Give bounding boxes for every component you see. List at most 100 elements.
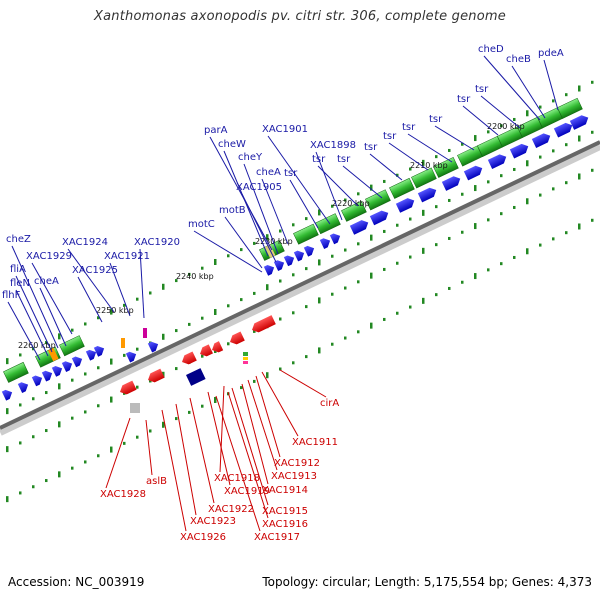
forward-gene-label[interactable]: tsr bbox=[402, 122, 416, 133]
forward-gene-label[interactable]: cheW bbox=[218, 139, 246, 150]
tick-mark-outer bbox=[253, 241, 256, 245]
forward-gene-label[interactable]: pdeA bbox=[538, 48, 564, 59]
forward-gene-label[interactable]: tsr bbox=[429, 114, 443, 125]
forward-gene-arrow bbox=[463, 165, 483, 181]
tick-mark-inner bbox=[188, 322, 191, 326]
tick-mark-outer bbox=[396, 173, 399, 177]
tick-mark-inner bbox=[318, 259, 321, 266]
reverse-gene-label[interactable]: XAC1922 bbox=[208, 504, 254, 515]
tick-mark-outer bbox=[448, 148, 451, 152]
reverse-gene-label[interactable]: XAC1918 bbox=[214, 473, 260, 484]
tick-mark-bottom bbox=[240, 386, 243, 390]
tick-mark-lower bbox=[162, 371, 165, 378]
tick-mark-outer bbox=[240, 248, 243, 252]
tick-mark-bottom bbox=[214, 396, 217, 403]
tick-mark-lower bbox=[110, 396, 113, 403]
callout-line bbox=[511, 65, 546, 119]
reverse-gene-label[interactable]: XAC1912 bbox=[274, 458, 320, 469]
tick-mark-inner bbox=[253, 291, 256, 295]
callout-line bbox=[261, 371, 299, 437]
tick-mark-bottom bbox=[487, 268, 490, 272]
forward-gene-label[interactable]: cheY bbox=[238, 152, 263, 163]
forward-gene-arrow bbox=[93, 346, 105, 357]
tick-mark-inner bbox=[279, 279, 282, 283]
callout-line bbox=[483, 55, 541, 121]
forward-gene-label[interactable]: XAC1921 bbox=[104, 251, 150, 262]
tick-mark-inner bbox=[331, 254, 334, 258]
tick-mark-bottom bbox=[19, 491, 22, 495]
genome-backbone bbox=[0, 140, 600, 430]
forward-gene-label[interactable]: motC bbox=[188, 219, 215, 230]
forward-gene-label[interactable]: XAC1898 bbox=[310, 140, 356, 151]
forward-gene-label[interactable]: fleN bbox=[10, 278, 30, 289]
tick-mark-outer bbox=[578, 85, 581, 92]
tick-mark-lower bbox=[84, 410, 87, 414]
forward-gene-label[interactable]: flhF bbox=[2, 290, 21, 301]
tick-mark-inner bbox=[487, 180, 490, 184]
forward-gene-label[interactable]: cheZ bbox=[6, 234, 31, 245]
tick-mark-bottom bbox=[6, 496, 9, 503]
forward-gene-label[interactable]: tsr bbox=[364, 142, 378, 153]
tick-mark-lower bbox=[474, 223, 477, 230]
forward-gene-label[interactable]: cheA bbox=[34, 276, 59, 287]
forward-gene-label[interactable]: tsr bbox=[383, 131, 397, 142]
forward-gene-label[interactable]: XAC1905 bbox=[236, 182, 282, 193]
forward-gene-arrow bbox=[531, 133, 551, 148]
reverse-gene-label[interactable]: XAC1913 bbox=[271, 471, 317, 482]
forward-gene-label[interactable]: cheB bbox=[506, 54, 531, 65]
forward-gene-label[interactable]: XAC1920 bbox=[134, 237, 180, 248]
callout-line bbox=[342, 165, 383, 199]
reverse-gene-label[interactable]: XAC1911 bbox=[292, 437, 338, 448]
reverse-gene-label[interactable]: XAC1928 bbox=[100, 489, 146, 500]
reverse-gene-label[interactable]: XAC1914 bbox=[262, 485, 308, 496]
tick-mark-inner bbox=[578, 135, 581, 142]
reverse-gene-label[interactable]: XAC1915 bbox=[262, 506, 308, 517]
tick-mark-outer bbox=[58, 333, 61, 340]
forward-gene-label[interactable]: parA bbox=[204, 125, 228, 136]
reverse-gene-label[interactable]: XAC1916 bbox=[262, 519, 308, 530]
forward-gene-label[interactable]: cheA bbox=[256, 167, 281, 178]
callout-line bbox=[543, 59, 559, 111]
tick-mark-lower bbox=[409, 255, 412, 259]
forward-gene-label[interactable]: XAC1924 bbox=[62, 237, 108, 248]
forward-gene-arrow bbox=[553, 122, 573, 138]
forward-gene-label[interactable]: tsr bbox=[337, 154, 351, 165]
forward-gene-arrow bbox=[569, 115, 589, 130]
callout-line bbox=[241, 383, 269, 485]
forward-gene-label[interactable]: cheD bbox=[478, 44, 504, 55]
tick-mark-lower bbox=[513, 205, 516, 209]
callout-line bbox=[227, 391, 269, 519]
forward-gene-label[interactable]: XAC1925 bbox=[72, 265, 118, 276]
forward-gene-label[interactable]: fliA bbox=[10, 264, 26, 275]
tick-mark-bottom bbox=[539, 243, 542, 247]
tick-mark-inner bbox=[435, 205, 438, 209]
tick-mark-bottom bbox=[357, 330, 360, 334]
tick-mark-outer bbox=[552, 99, 555, 103]
forward-gene-label[interactable]: tsr bbox=[475, 84, 489, 95]
tick-mark-outer bbox=[214, 258, 217, 265]
forward-gene-label[interactable]: tsr bbox=[457, 94, 471, 105]
reverse-gene-label[interactable]: XAC1923 bbox=[190, 516, 236, 527]
reverse-gene-label[interactable]: cirA bbox=[320, 398, 339, 409]
reverse-gene-label[interactable]: XAC1917 bbox=[254, 532, 300, 543]
tick-mark-lower bbox=[461, 230, 464, 234]
callout-line bbox=[139, 248, 145, 319]
reverse-gene-label[interactable]: aslB bbox=[146, 476, 167, 487]
callout-line bbox=[243, 163, 279, 255]
tick-mark-inner bbox=[162, 333, 165, 340]
forward-gene-label[interactable]: XAC1929 bbox=[26, 251, 72, 262]
forward-gene-arrow bbox=[263, 264, 275, 276]
forward-gene-label[interactable]: motB bbox=[219, 205, 246, 216]
reverse-gene-label[interactable]: XAC1926 bbox=[180, 532, 226, 543]
tick-mark-outer bbox=[331, 204, 334, 208]
kbp-label: 2250 kbp bbox=[96, 306, 134, 315]
tick-mark-lower bbox=[149, 379, 152, 383]
callout-line bbox=[67, 248, 115, 313]
kbp-label: 2240 kbp bbox=[176, 272, 214, 281]
tick-mark-outer bbox=[357, 192, 360, 196]
forward-gene-label[interactable]: tsr bbox=[284, 168, 298, 179]
cds-block bbox=[293, 223, 319, 245]
tick-mark-bottom bbox=[331, 342, 334, 346]
forward-gene-label[interactable]: XAC1901 bbox=[262, 124, 308, 135]
forward-gene-arrow bbox=[61, 361, 73, 373]
